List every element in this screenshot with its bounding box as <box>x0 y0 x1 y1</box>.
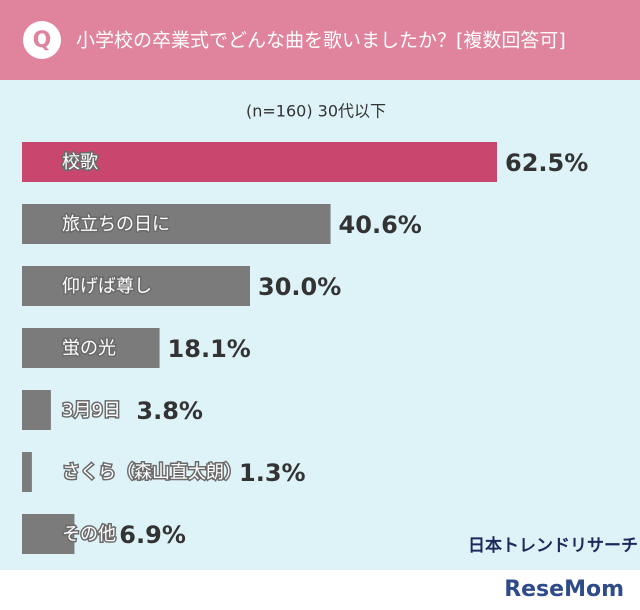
watermark: ReseMom <box>504 577 624 602</box>
category-label: 校歌 <box>62 152 98 173</box>
category-label: その他 <box>62 524 116 545</box>
value-label: 62.5% <box>505 149 588 177</box>
bar <box>22 142 497 182</box>
subtitle: (n=160) 30代以下 <box>246 102 386 121</box>
bar <box>22 328 160 368</box>
bar <box>22 452 32 492</box>
category-label: 旅立ちの日に <box>62 214 170 235</box>
bar <box>22 390 51 430</box>
value-label: 6.9% <box>119 521 186 549</box>
category-label: 蛍の光 <box>62 338 116 359</box>
value-label: 30.0% <box>258 273 341 301</box>
header <box>0 0 640 80</box>
value-label: 1.3% <box>239 459 306 487</box>
chart-title: 小学校の卒業式でどんな曲を歌いましたか？[複数回答可] <box>76 30 566 52</box>
category-label: 3月9日 <box>62 400 121 421</box>
category-label: さくら（森山直太朗） <box>62 462 242 483</box>
value-label: 3.8% <box>136 397 203 425</box>
value-label: 40.6% <box>339 211 422 239</box>
footer <box>0 570 640 610</box>
source: 日本トレンドリサーチ <box>468 535 638 556</box>
bar <box>22 266 250 306</box>
category-label: 仰げば尊し <box>62 276 152 297</box>
bar <box>22 204 331 244</box>
bar <box>22 514 75 554</box>
badge-circle <box>23 21 61 59</box>
value-label: 18.1% <box>168 335 251 363</box>
badge: Q <box>33 28 52 53</box>
